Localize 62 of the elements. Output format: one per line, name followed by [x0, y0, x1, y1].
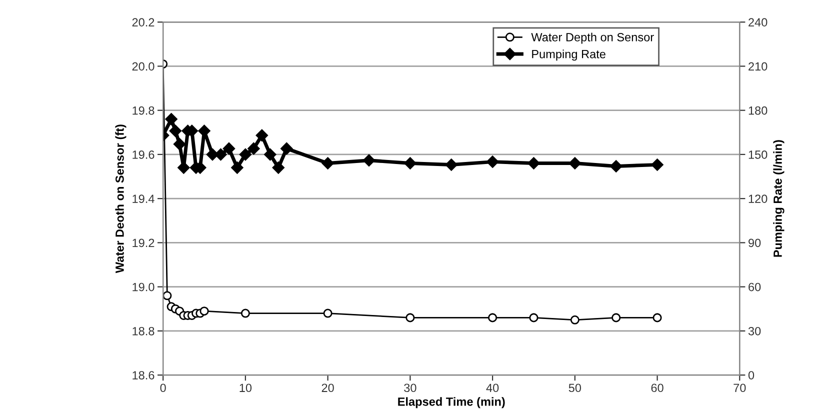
- point: [173, 138, 186, 150]
- y-tick-label: 19.2: [132, 238, 154, 248]
- y2-tick-label: 180: [748, 106, 768, 115]
- point: [445, 158, 458, 171]
- point: [612, 313, 621, 322]
- y2-tick-label: 120: [748, 194, 768, 203]
- point: [406, 313, 415, 322]
- x-tick-label: 30: [404, 384, 416, 392]
- y2-tick-label: 90: [748, 238, 761, 248]
- point: [486, 156, 499, 168]
- point: [651, 158, 664, 171]
- point: [222, 142, 236, 155]
- y-tick-label: 20.0: [132, 62, 154, 71]
- point: [529, 313, 538, 322]
- y-tick-label: 19.4: [132, 194, 154, 203]
- x-tick-label: 50: [568, 384, 582, 392]
- y-tick-label: 19.8: [132, 106, 154, 115]
- point: [200, 306, 209, 316]
- y2-axis-title: Pumping Rate (l/min): [773, 140, 784, 257]
- point: [280, 142, 293, 155]
- x-tick-label: 10: [240, 384, 252, 392]
- point: [231, 162, 244, 174]
- x-tick-label: 70: [734, 384, 746, 392]
- x-axis-title: Elapsed Time (min): [398, 397, 505, 408]
- point: [362, 154, 376, 166]
- y-tick-label: 20.2: [132, 18, 154, 26]
- x-tick-label: 0: [160, 384, 166, 392]
- point: [240, 308, 250, 318]
- point: [163, 291, 172, 300]
- x-tick-label: 20: [322, 384, 334, 392]
- legend-label: Water Depth on Sensor: [531, 32, 654, 44]
- point: [323, 308, 332, 318]
- point: [169, 124, 182, 138]
- y-axis-title: Water Deoth on Sensor (ft): [115, 124, 126, 274]
- point: [404, 157, 416, 170]
- point: [256, 129, 268, 142]
- point: [264, 148, 276, 161]
- point: [570, 315, 580, 324]
- y-tick-label: 18.6: [132, 371, 154, 380]
- point: [248, 142, 260, 155]
- y2-tick-label: 210: [748, 62, 768, 71]
- x-tick-label: 60: [651, 384, 664, 392]
- point: [528, 157, 540, 170]
- point: [652, 313, 662, 322]
- y2-tick-label: 240: [748, 18, 768, 26]
- legend-label: Pumping Rate: [532, 50, 606, 61]
- point: [488, 313, 498, 322]
- point: [165, 113, 178, 126]
- point: [568, 157, 582, 170]
- point: [178, 162, 190, 174]
- point: [272, 162, 284, 174]
- point: [322, 157, 334, 170]
- point: [610, 160, 622, 172]
- y2-tick-label: 60: [748, 282, 761, 292]
- y-tick-label: 19.6: [132, 150, 154, 159]
- y2-tick-label: 30: [748, 326, 761, 336]
- y2-tick-label: 0: [748, 371, 754, 380]
- y2-tick-label: 150: [748, 150, 768, 159]
- x-tick-label: 40: [486, 384, 499, 392]
- y-tick-label: 19.0: [132, 282, 154, 292]
- point: [239, 148, 252, 161]
- y-tick-label: 18.8: [132, 326, 154, 336]
